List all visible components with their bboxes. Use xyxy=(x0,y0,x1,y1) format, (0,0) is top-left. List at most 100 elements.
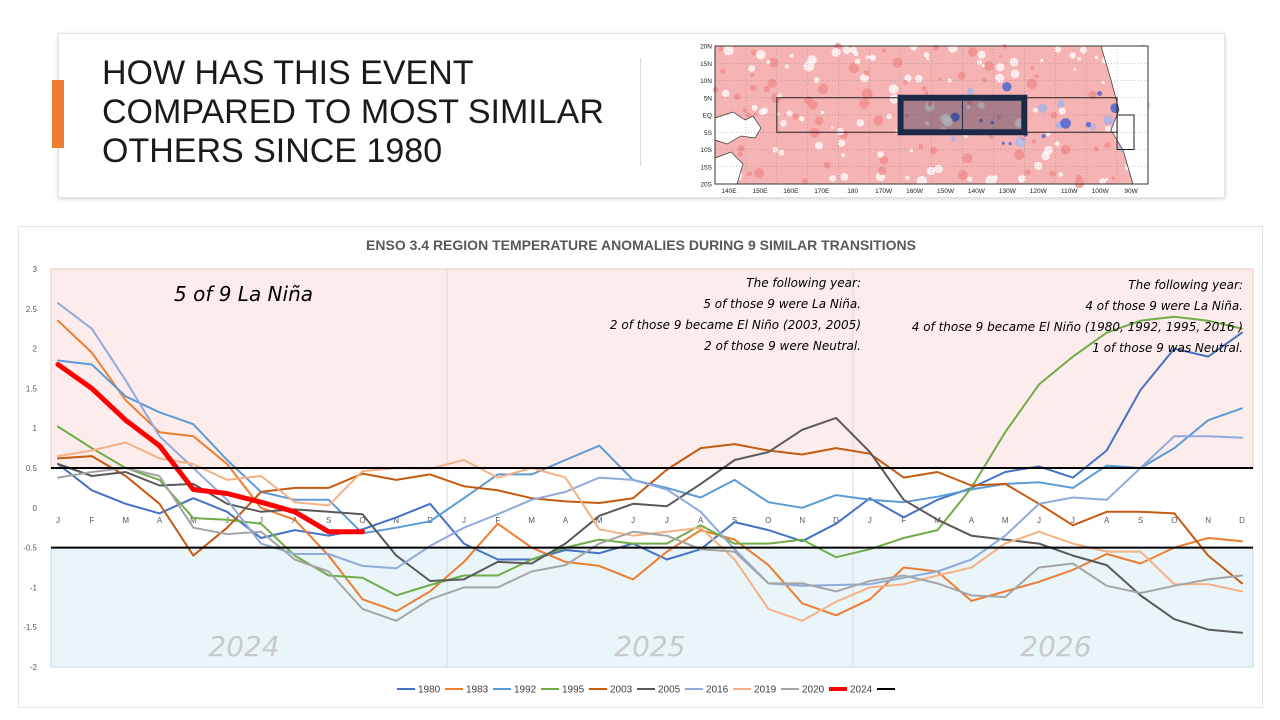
map-anomaly-blob xyxy=(1014,149,1025,160)
map-anomaly-blob xyxy=(854,58,861,65)
map-anomaly-blob xyxy=(1024,169,1031,176)
x-tick-label: J xyxy=(462,516,466,525)
map-anomaly-blob xyxy=(806,55,817,65)
map-anomaly-blob xyxy=(820,110,825,115)
x-tick-label: N xyxy=(393,516,399,525)
map-anomaly-blob xyxy=(815,116,824,126)
elnino-shaded-zone xyxy=(50,268,1254,469)
map-anomaly-blob xyxy=(886,113,892,120)
x-tick-label: S xyxy=(326,516,331,525)
x-tick-label: M xyxy=(596,516,603,525)
map-anomaly-blob xyxy=(848,62,860,74)
map-anomaly-blob xyxy=(981,64,985,68)
x-tick-label: A xyxy=(969,516,975,525)
series-line-2024 xyxy=(55,362,365,535)
map-anomaly-blob xyxy=(784,64,790,69)
map-anomaly-blob xyxy=(1054,46,1062,53)
x-tick-label: O xyxy=(765,516,771,525)
map-anomaly-blob xyxy=(861,88,873,100)
map-anomaly-blob xyxy=(838,139,846,147)
map-lon-label: 130W xyxy=(999,188,1017,195)
map-anomaly-blob xyxy=(1040,58,1044,62)
sst-map-svg: 20N 15N 10N 5N EQ 5S 10S 15S 20S 140E 150E 160E 170E… xyxy=(700,42,1170,195)
map-anomaly-blob xyxy=(942,116,953,127)
map-anomaly-blob xyxy=(856,119,865,127)
map-anomaly-blob xyxy=(1088,90,1097,100)
map-anomaly-blob xyxy=(841,153,846,158)
following-year-note-2026: 1 of those 9 was Neutral. xyxy=(1092,341,1243,355)
map-anomaly-blob xyxy=(1069,52,1076,59)
map-anomaly-blob xyxy=(768,57,778,68)
map-anomaly-blob xyxy=(1034,161,1043,170)
map-anomaly-blob xyxy=(982,77,988,83)
following-year-note-2025: 2 of those 9 were Neutral. xyxy=(704,339,861,353)
x-tick-label: D xyxy=(833,516,839,525)
map-anomaly-blob xyxy=(1026,78,1037,90)
map-anomaly-blob xyxy=(1085,121,1092,128)
map-anomaly-blob xyxy=(979,118,983,123)
map-anomaly-blob xyxy=(754,168,765,179)
map-anomaly-blob xyxy=(823,161,831,169)
map-lat-label: 15S xyxy=(700,164,712,171)
map-anomaly-blob xyxy=(814,141,823,150)
x-tick-label: M xyxy=(1002,516,1009,525)
map-lat-label: 10S xyxy=(700,147,712,154)
map-anomaly-blob xyxy=(923,51,930,58)
map-anomaly-blob xyxy=(957,170,968,180)
map-anomaly-blob xyxy=(723,45,734,56)
chart-panel: ENSO 3.4 REGION TEMPERATURE ANOMALIES DU… xyxy=(18,226,1263,708)
map-anomaly-blob xyxy=(1073,67,1077,71)
map-anomaly-blob xyxy=(967,100,973,106)
map-anomaly-blob xyxy=(909,148,914,153)
map-anomaly-blob xyxy=(753,112,757,116)
chart-title: ENSO 3.4 REGION TEMPERATURE ANOMALIES DU… xyxy=(366,237,916,253)
map-anomaly-blob xyxy=(786,110,793,117)
map-anomaly-blob xyxy=(925,121,930,126)
map-anomaly-blob xyxy=(865,55,870,60)
map-anomaly-blob xyxy=(1008,142,1012,146)
x-tick-label: S xyxy=(732,516,737,525)
map-anomaly-blob xyxy=(721,89,730,98)
y-tick-label: -0.5 xyxy=(23,544,37,553)
map-anomaly-blob xyxy=(889,94,899,104)
x-tick-label: J xyxy=(56,516,60,525)
map-anomaly-blob xyxy=(718,46,724,52)
map-lon-label: 140E xyxy=(721,188,737,195)
following-year-note-2026: The following year: xyxy=(1128,278,1243,292)
map-anomaly-blob xyxy=(934,164,943,174)
map-anomaly-blob xyxy=(1030,66,1035,71)
map-anomaly-blob xyxy=(966,87,974,95)
y-tick-label: -1 xyxy=(30,583,38,592)
x-tick-label: D xyxy=(1239,516,1245,525)
series-line-2005 xyxy=(57,416,1243,634)
map-anomaly-blob xyxy=(755,49,766,60)
map-anomaly-blob xyxy=(916,175,928,187)
map-anomaly-blob xyxy=(863,70,870,76)
map-anomaly-blob xyxy=(914,74,923,83)
map-anomaly-blob xyxy=(1105,177,1109,181)
map-anomaly-blob xyxy=(1056,100,1065,108)
map-lat-label: 15N xyxy=(700,61,712,68)
map-anomaly-blob xyxy=(1049,170,1056,177)
x-tick-label: O xyxy=(359,516,365,525)
map-anomaly-blob xyxy=(1009,57,1019,67)
map-anomaly-blob xyxy=(1093,146,1099,152)
map-anomaly-blob xyxy=(977,59,983,65)
enso-chart-svg: ENSO 3.4 REGION TEMPERATURE ANOMALIES DU… xyxy=(23,237,1254,696)
map-anomaly-blob xyxy=(850,46,857,54)
lanina-shaded-zone xyxy=(50,547,1254,668)
map-anomaly-blob xyxy=(1094,55,1099,60)
y-tick-label: 1 xyxy=(33,424,38,433)
map-anomaly-blob xyxy=(829,175,836,182)
map-anomaly-blob xyxy=(1097,91,1103,96)
map-anomaly-blob xyxy=(842,46,851,54)
map-anomaly-blob xyxy=(750,73,755,77)
x-tick-label: F xyxy=(495,516,500,525)
map-lat-label: 5N xyxy=(704,95,713,102)
y-tick-label: 3 xyxy=(33,265,38,274)
map-anomaly-blob xyxy=(750,84,757,92)
lanina-count-annotation: 5 of 9 La Niña xyxy=(174,282,313,306)
map-anomaly-blob xyxy=(996,115,1002,120)
map-anomaly-blob xyxy=(830,126,834,130)
map-anomaly-blob xyxy=(776,93,782,99)
